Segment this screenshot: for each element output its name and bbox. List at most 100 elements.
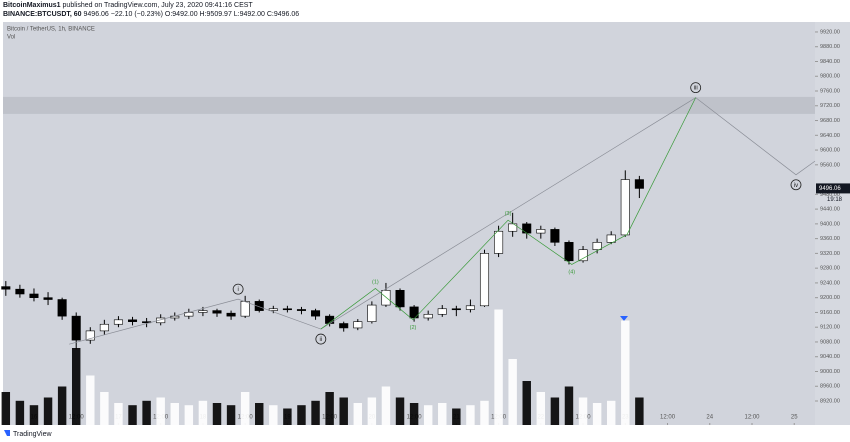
volume-bar <box>635 397 644 425</box>
volume-bar <box>142 400 151 425</box>
candle-body <box>156 317 166 324</box>
volume-bar <box>325 392 334 425</box>
wave-label: (3) <box>505 211 512 217</box>
y-tick-label: 8920.00 <box>820 398 840 404</box>
y-tick-label: 9400.00 <box>820 221 840 227</box>
volume-bar <box>395 397 405 425</box>
wave-line <box>69 97 816 345</box>
candle-body <box>479 253 490 307</box>
y-tick-label: 9640.00 <box>820 133 840 139</box>
volume-bar <box>297 405 306 425</box>
wave-circle <box>315 333 327 345</box>
plot-bg <box>3 22 815 425</box>
symbol: BINANCE:BTCUSDT, 60 <box>3 11 82 18</box>
volume-bar <box>423 405 433 425</box>
y-tick-label: 9360.00 <box>820 236 840 242</box>
y-tick-label: 8960.00 <box>820 384 840 390</box>
wave-label: iv <box>794 183 798 189</box>
candle-body <box>395 289 405 308</box>
volume-bar <box>381 386 391 425</box>
volume-bar <box>480 400 489 425</box>
volume-bar <box>43 397 53 425</box>
volume-bar <box>71 348 81 425</box>
wave-label: (4) <box>568 269 575 275</box>
y-tick-label: 9560.00 <box>820 162 840 168</box>
published: published on TradingView.com, July 23, 2… <box>62 2 253 9</box>
price: 9496.06 <box>83 11 109 18</box>
candle-body <box>311 310 321 317</box>
countdown: 19:18 <box>827 197 843 203</box>
volume-bar <box>170 403 179 425</box>
volume-bar <box>1 392 11 425</box>
y-tick-label: 9160.00 <box>820 310 840 316</box>
volume-bar <box>29 405 39 425</box>
candle-body <box>423 313 433 319</box>
candle-body <box>212 310 222 314</box>
volume-bar <box>536 392 546 425</box>
last-price-box <box>816 183 850 194</box>
wave-label: (1) <box>372 279 379 285</box>
header-line: BINANCE:BTCUSDT, 60 9496.06 −22.10 (−0.2… <box>3 11 299 18</box>
volume-bar <box>466 405 475 425</box>
volume-bar <box>15 400 25 425</box>
y-tick-label: 9680.00 <box>820 118 840 124</box>
candle-body <box>240 301 250 317</box>
change: −22.10 (−0.23%) <box>110 11 163 18</box>
volume-title: Vol <box>7 35 15 41</box>
chart-title: Bitcoin / TetherUS, 1h, BINANCE <box>7 27 95 33</box>
wave-circle <box>790 179 802 191</box>
volume-bar <box>367 397 377 425</box>
candle-body <box>113 319 123 325</box>
y-tick-label: 9800.00 <box>820 74 840 80</box>
x-tick-label: 25 <box>791 415 798 421</box>
y-tick-label: 9120.00 <box>820 325 840 331</box>
volume-bar <box>353 403 363 425</box>
y-tick-label: 9880.00 <box>820 44 840 50</box>
candle-body <box>99 323 109 332</box>
y-tick-label: 9600.00 <box>820 148 840 154</box>
volume-bar <box>438 403 447 425</box>
header-line: BitcoinMaximus1 published on TradingView… <box>3 2 253 9</box>
marker <box>620 316 628 321</box>
x-tick-label: 12:00 <box>660 415 676 421</box>
volume-bar <box>606 400 616 425</box>
volume-bar <box>269 405 278 425</box>
candle-body <box>339 323 349 329</box>
volume-bar <box>592 403 602 425</box>
volume-bar <box>198 400 208 425</box>
volume-bar <box>550 397 560 425</box>
y-tick-label: 9840.00 <box>820 59 840 65</box>
logo: TradingView <box>4 430 52 438</box>
zone <box>3 96 815 114</box>
candle-body <box>437 308 447 315</box>
y-tick-label: 9720.00 <box>820 103 840 109</box>
y-tick-label: 9440.00 <box>820 207 840 213</box>
y-tick-label: 9200.00 <box>820 295 840 301</box>
wave-label: ii <box>319 337 322 343</box>
candle-body <box>508 223 518 232</box>
candle-body <box>29 293 39 298</box>
volume-bar <box>255 403 264 425</box>
candle-body <box>71 315 81 341</box>
wave-circle <box>232 283 244 295</box>
volume-bar <box>508 359 517 425</box>
wave-line <box>320 97 696 330</box>
candle-body <box>634 179 644 189</box>
volume-bar <box>283 408 292 425</box>
volume-bar <box>156 397 165 425</box>
candle-body <box>198 310 208 313</box>
volume-bar <box>100 392 109 425</box>
candle-body <box>15 288 25 295</box>
wave-circle <box>690 82 702 94</box>
y-tick-label: 9760.00 <box>820 88 840 94</box>
author: BitcoinMaximus1 <box>3 2 61 9</box>
volume-bar <box>57 386 67 425</box>
volume-bar <box>240 392 250 425</box>
volume-bar <box>452 408 461 425</box>
y-tick-label: 9280.00 <box>820 266 840 272</box>
logo-icon <box>4 430 10 436</box>
y-tick-label: 9320.00 <box>820 251 840 257</box>
volume-bar <box>578 397 588 425</box>
